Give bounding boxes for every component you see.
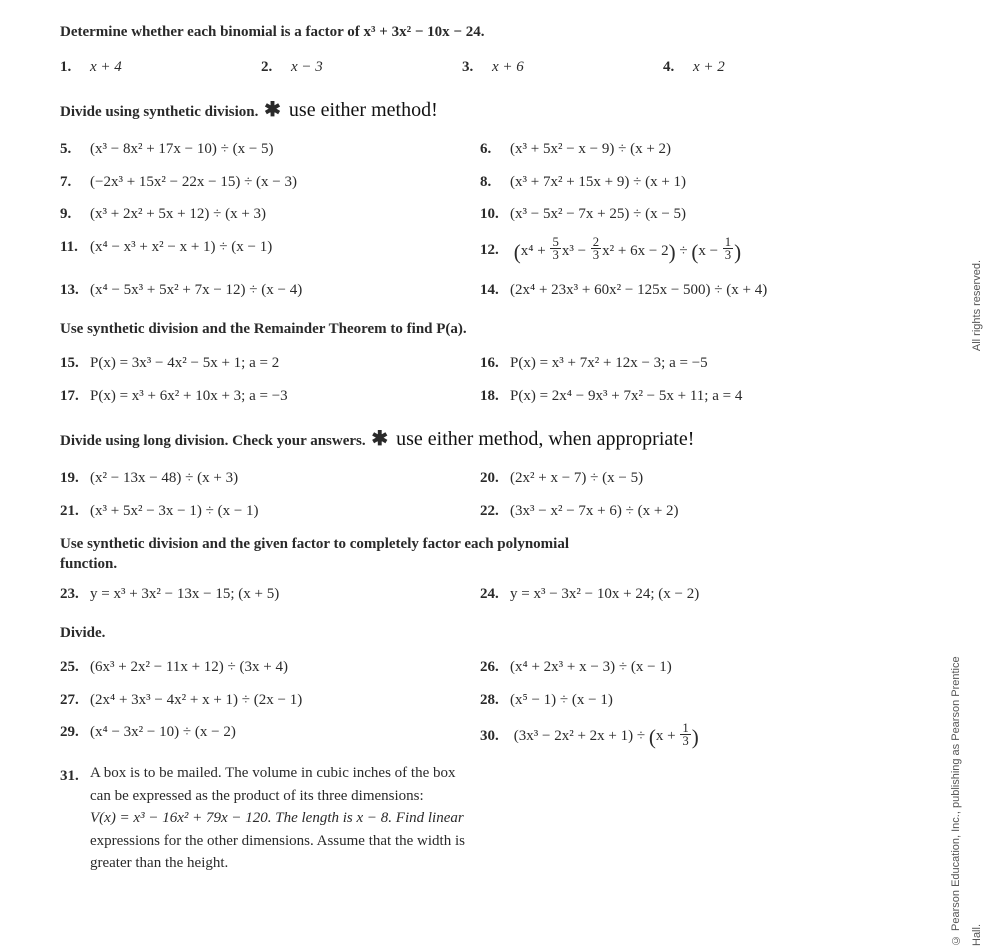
q10: 10.(x³ − 5x² − 7x + 25) ÷ (x − 5): [480, 200, 944, 229]
q22: 22.(3x³ − x² − 7x + 6) ÷ (x + 2): [480, 497, 944, 526]
q8: 8.(x³ + 7x² + 15x + 9) ÷ (x + 1): [480, 168, 944, 197]
q6: 6.(x³ + 5x² − x − 9) ÷ (x + 2): [480, 135, 944, 164]
q5: 5.(x³ − 8x² + 17x − 10) ÷ (x − 5): [60, 135, 480, 164]
q1-num: 1.: [60, 53, 90, 82]
q28: 28.(x⁵ − 1) ÷ (x − 1): [480, 686, 944, 715]
rparen-icon: ): [669, 240, 676, 264]
asterisk-icon: ✱: [371, 428, 388, 450]
q2-num: 2.: [261, 53, 291, 82]
worksheet-page: Determine whether each binomial is a fac…: [0, 0, 1004, 887]
q2: 2.x − 3: [261, 53, 462, 82]
q11: 11.(x⁴ − x³ + x² − x + 1) ÷ (x − 1): [60, 233, 480, 273]
synth-head-text: Divide using synthetic division.: [60, 104, 258, 120]
q4-text: x + 2: [693, 59, 725, 75]
q27: 27.(2x⁴ + 3x³ − 4x² + x + 1) ÷ (2x − 1): [60, 686, 480, 715]
q13: 13.(x⁴ − 5x³ + 5x² + 7x − 12) ÷ (x − 4): [60, 276, 480, 305]
lparen-icon: (: [514, 240, 521, 264]
q3-text: x + 6: [492, 59, 524, 75]
long-div-head-text: Divide using long division. Check your a…: [60, 433, 366, 449]
q12: 12. (x⁴ + 53x³ − 23x² + 6x − 2) ÷ (x − 1…: [480, 233, 944, 273]
section-synth: Divide using synthetic division. ✱ use ei…: [60, 91, 944, 129]
q3-num: 3.: [462, 53, 492, 82]
q1-text: x + 4: [90, 59, 122, 75]
q18: 18.P(x) = 2x⁴ − 9x³ + 7x² − 5x + 11; a =…: [480, 382, 944, 411]
q15: 15.P(x) = 3x³ − 4x² − 5x + 1; a = 2: [60, 349, 480, 378]
side-text-publisher: © Pearson Education, Inc., publishing as…: [946, 650, 988, 946]
q16: 16.P(x) = x³ + 7x² + 12x − 3; a = −5: [480, 349, 944, 378]
q1: 1.x + 4: [60, 53, 261, 82]
row-q1-4: 1.x + 4 2.x − 3 3.x + 6 4.x + 2: [60, 51, 944, 84]
q31: 31. A box is to be mailed. The volume in…: [60, 762, 944, 875]
side-text-rights: All rights reserved.: [967, 260, 988, 351]
q2-text: x − 3: [291, 59, 323, 75]
hand-note-1: use either method!: [289, 99, 438, 121]
q21: 21.(x³ + 5x² − 3x − 1) ÷ (x − 1): [60, 497, 480, 526]
section-remainder: Use synthetic division and the Remainder…: [60, 315, 944, 344]
q26: 26.(x⁴ + 2x³ + x − 3) ÷ (x − 1): [480, 653, 944, 682]
asterisk-icon: ✱: [264, 99, 281, 121]
section-complete-factor: Use synthetic division and the given fac…: [60, 535, 620, 574]
q31-text: A box is to be mailed. The volume in cub…: [90, 762, 465, 875]
q7: 7.(−2x³ + 15x² − 22x − 15) ÷ (x − 3): [60, 168, 480, 197]
q24: 24.y = x³ − 3x² − 10x + 24; (x − 2): [480, 580, 944, 609]
q4-num: 4.: [663, 53, 693, 82]
q29: 29.(x⁴ − 3x² − 10) ÷ (x − 2): [60, 718, 480, 758]
q9: 9.(x³ + 2x² + 5x + 12) ÷ (x + 3): [60, 200, 480, 229]
section-long-div: Divide using long division. Check your a…: [60, 420, 944, 458]
q25: 25.(6x³ + 2x² − 11x + 12) ÷ (3x + 4): [60, 653, 480, 682]
q20: 20.(2x² + x − 7) ÷ (x − 5): [480, 464, 944, 493]
q14: 14.(2x⁴ + 23x³ + 60x² − 125x − 500) ÷ (x…: [480, 276, 944, 305]
q30: 30. (3x³ − 2x² + 2x + 1) ÷ (x + 13): [480, 718, 944, 758]
hand-note-2: use either method, when appropriate!: [396, 428, 694, 450]
q3: 3.x + 6: [462, 53, 663, 82]
q19: 19.(x² − 13x − 48) ÷ (x + 3): [60, 464, 480, 493]
section-factor: Determine whether each binomial is a fac…: [60, 18, 944, 47]
q4: 4.x + 2: [663, 53, 864, 82]
q23: 23.y = x³ + 3x² − 13x − 15; (x + 5): [60, 580, 480, 609]
q17: 17.P(x) = x³ + 6x² + 10x + 3; a = −3: [60, 382, 480, 411]
section-divide: Divide.: [60, 619, 944, 648]
